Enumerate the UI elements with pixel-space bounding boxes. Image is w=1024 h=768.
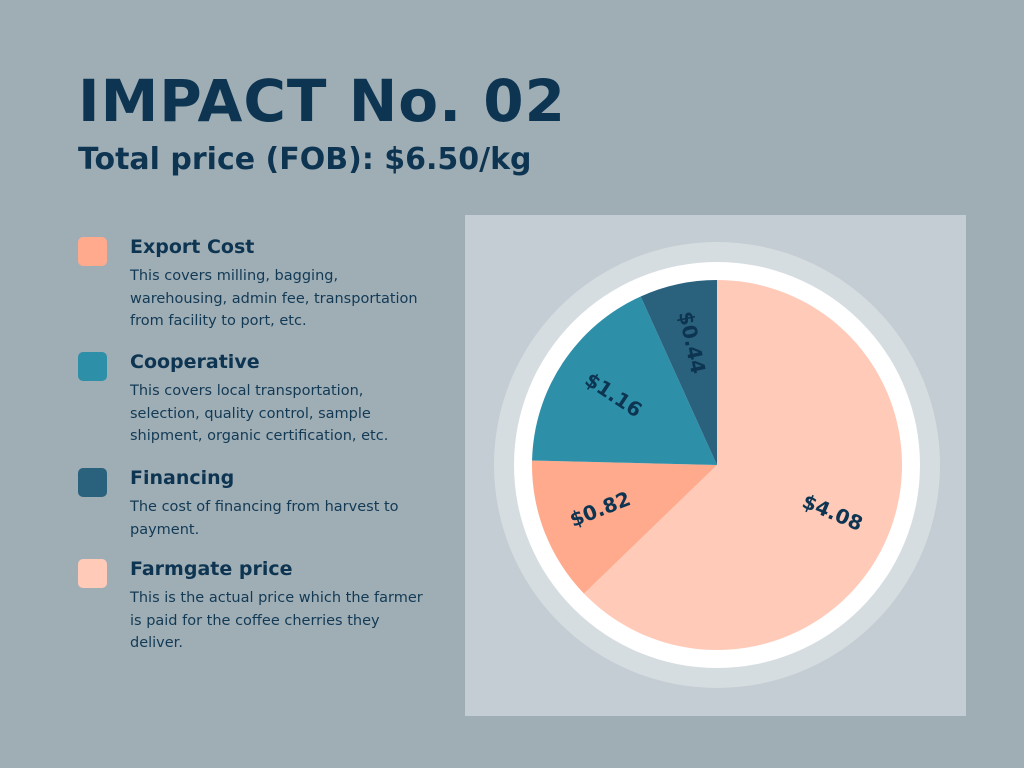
legend-swatch-farmgate-price <box>78 559 107 588</box>
legend-description: This is the actual price which the farme… <box>130 590 423 651</box>
legend-title: Financing <box>130 467 235 489</box>
pie-slice-farmgate-price <box>583 280 902 650</box>
legend-description: The cost of financing from harvest to pa… <box>130 499 399 538</box>
pie-slice-financing <box>640 280 717 465</box>
legend-title: Farmgate price <box>130 558 293 580</box>
legend-description: This covers milling, bagging, warehousin… <box>130 268 418 329</box>
page-title: IMPACT No. 02 <box>78 67 567 135</box>
legend-swatch-financing <box>78 468 107 497</box>
legend-description: This covers local transportation, select… <box>130 383 389 444</box>
legend-title: Export Cost <box>130 236 255 258</box>
legend-swatch-cooperative <box>78 352 107 381</box>
legend-title: Cooperative <box>130 351 260 373</box>
pie-slice-export-cost <box>532 460 717 594</box>
chart-panel: $4.08 $0.82 $1.16 $0.44 <box>465 215 966 716</box>
pie-slice-cooperative <box>532 296 717 465</box>
pie-chart: $4.08$0.82$1.16$0.44 <box>494 242 940 688</box>
page-subtitle: Total price (FOB): $6.50/kg <box>78 142 532 177</box>
legend-swatch-export-cost <box>78 237 107 266</box>
